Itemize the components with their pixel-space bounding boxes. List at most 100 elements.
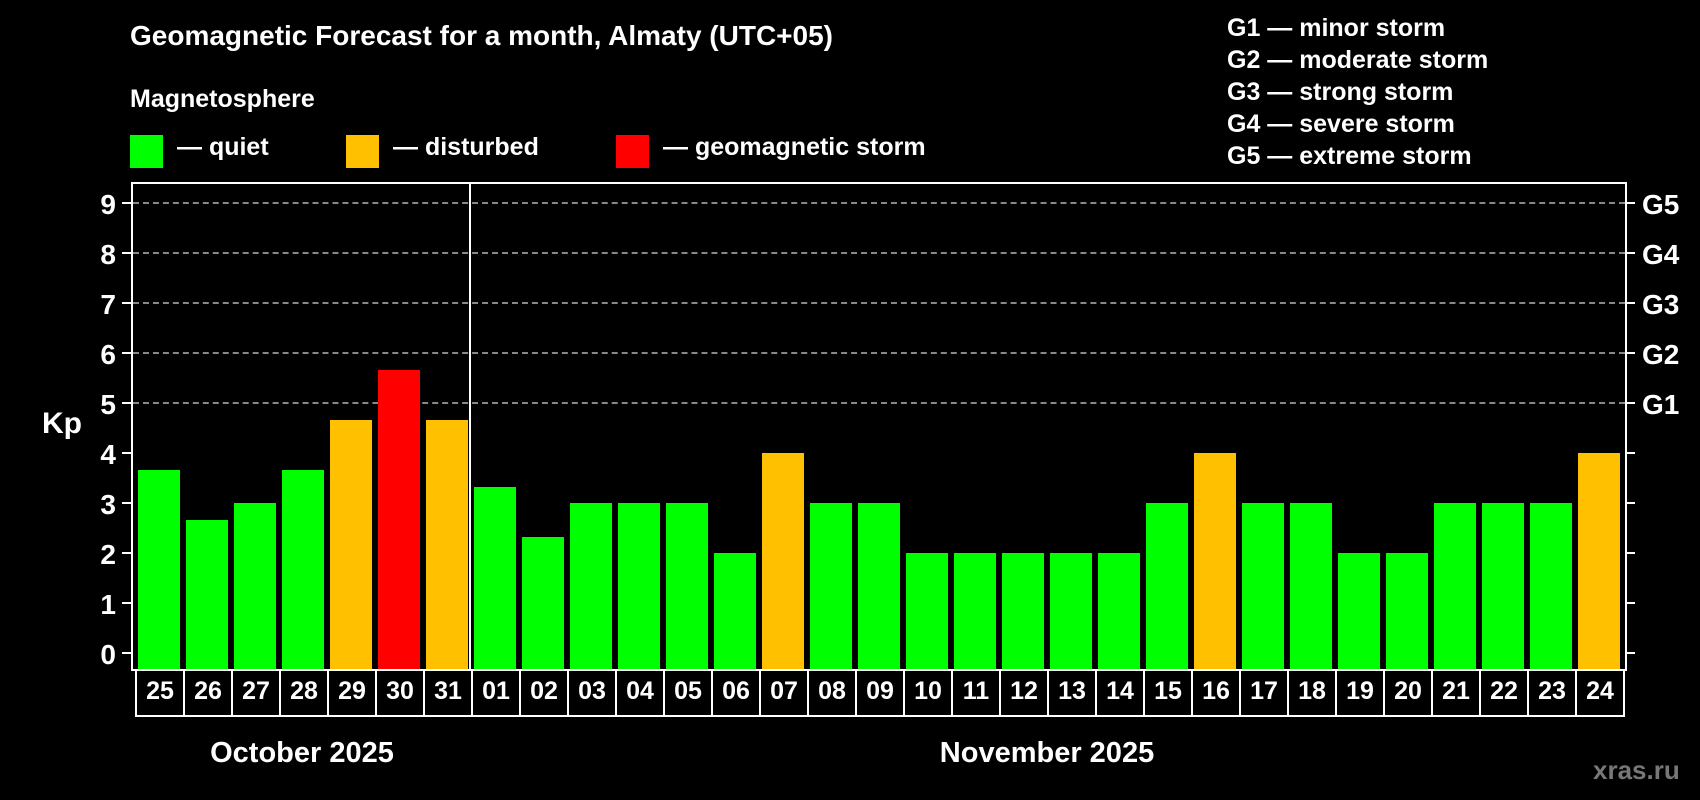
date-label: 31: [423, 669, 473, 717]
bar-quiet: [1098, 553, 1140, 669]
bar-quiet: [666, 503, 708, 669]
date-label: 27: [231, 669, 281, 717]
gridline: [133, 302, 1625, 304]
y-tick-label: 5: [100, 389, 116, 420]
bar-disturbed: [1194, 453, 1236, 669]
storm-level-label: G4: [1642, 239, 1680, 270]
bar-quiet: [1146, 503, 1188, 669]
storm-scale-g4: G4 — severe storm: [1227, 110, 1455, 138]
y-tick-left: [122, 252, 131, 254]
y-tick-label: 1: [100, 589, 116, 620]
y-tick-label: 4: [100, 439, 116, 470]
y-tick-label: 8: [100, 239, 116, 270]
bar-quiet: [138, 470, 180, 669]
bar-storm: [378, 370, 420, 669]
gridline: [133, 202, 1625, 204]
date-label: 01: [471, 669, 521, 717]
y-tick-label: 9: [100, 189, 116, 220]
bar-quiet: [234, 503, 276, 669]
legend-label: — geomagnetic storm: [663, 133, 926, 161]
storm-scale-g5: G5 — extreme storm: [1227, 142, 1472, 170]
date-label: 14: [1095, 669, 1145, 717]
y-tick-left: [122, 652, 131, 654]
y-tick-left: [122, 502, 131, 504]
y-tick-right: [1626, 652, 1635, 654]
bar-disturbed: [1578, 453, 1620, 669]
date-label: 09: [855, 669, 905, 717]
bar-quiet: [1434, 503, 1476, 669]
date-label: 03: [567, 669, 617, 717]
legend-label: — disturbed: [393, 133, 539, 161]
legend-item: — disturbed: [346, 133, 539, 168]
legend-swatch-icon: [616, 135, 649, 168]
y-tick-left: [122, 402, 131, 404]
y-tick-label: 0: [100, 639, 116, 670]
date-label: 20: [1383, 669, 1433, 717]
y-tick-left: [122, 552, 131, 554]
storm-level-label: G2: [1642, 339, 1680, 370]
bar-quiet: [570, 503, 612, 669]
bar-quiet: [1002, 553, 1044, 669]
y-tick-left: [122, 302, 131, 304]
date-label: 22: [1479, 669, 1529, 717]
plot-area: [131, 182, 1627, 671]
bar-quiet: [1482, 503, 1524, 669]
month-divider: [469, 182, 471, 669]
watermark: xras.ru: [1593, 755, 1680, 785]
date-label: 30: [375, 669, 425, 717]
bar-quiet: [618, 503, 660, 669]
gridline: [133, 352, 1625, 354]
date-label: 26: [183, 669, 233, 717]
bar-quiet: [714, 553, 756, 669]
y-tick-left: [122, 452, 131, 454]
storm-scale-g3: G3 — strong storm: [1227, 78, 1454, 106]
date-label: 29: [327, 669, 377, 717]
legend-swatch-icon: [346, 135, 379, 168]
y-tick-right: [1626, 552, 1635, 554]
date-label: 18: [1287, 669, 1337, 717]
date-label: 19: [1335, 669, 1385, 717]
date-label: 17: [1239, 669, 1289, 717]
y-tick-right: [1626, 502, 1635, 504]
legend-label: — quiet: [177, 133, 269, 161]
date-label: 15: [1143, 669, 1193, 717]
date-label: 28: [279, 669, 329, 717]
y-tick-left: [122, 602, 131, 604]
y-tick-right: [1626, 352, 1635, 354]
date-label: 11: [951, 669, 1001, 717]
storm-level-label: G5: [1642, 189, 1680, 220]
bar-quiet: [1338, 553, 1380, 669]
y-tick-right: [1626, 252, 1635, 254]
date-label: 13: [1047, 669, 1097, 717]
gridline: [133, 252, 1625, 254]
y-tick-right: [1626, 602, 1635, 604]
bar-quiet: [906, 553, 948, 669]
bar-disturbed: [762, 453, 804, 669]
gridline: [133, 402, 1625, 404]
y-tick-left: [122, 352, 131, 354]
date-label: 04: [615, 669, 665, 717]
storm-scale-list: G1 — minor storm G2 — moderate storm G3 …: [1227, 12, 1488, 172]
y-tick-label: 7: [100, 289, 116, 320]
storm-level-label: G3: [1642, 289, 1680, 320]
bar-quiet: [1386, 553, 1428, 669]
date-label: 10: [903, 669, 953, 717]
y-tick-label: 6: [100, 339, 116, 370]
date-label: 02: [519, 669, 569, 717]
date-label: 25: [135, 669, 185, 717]
date-label: 06: [711, 669, 761, 717]
date-label: 24: [1575, 669, 1625, 717]
storm-scale-g1: G1 — minor storm: [1227, 14, 1446, 42]
y-tick-right: [1626, 302, 1635, 304]
date-label: 08: [807, 669, 857, 717]
y-tick-left: [122, 202, 131, 204]
legend-item: — quiet: [130, 133, 269, 168]
chart-title: Geomagnetic Forecast for a month, Almaty…: [130, 20, 833, 51]
bar-disturbed: [330, 420, 372, 669]
storm-level-label: G1: [1642, 389, 1680, 420]
bar-quiet: [1050, 553, 1092, 669]
bar-quiet: [954, 553, 996, 669]
bar-quiet: [282, 470, 324, 669]
bar-quiet: [474, 487, 516, 669]
y-tick-label: 3: [100, 489, 116, 520]
